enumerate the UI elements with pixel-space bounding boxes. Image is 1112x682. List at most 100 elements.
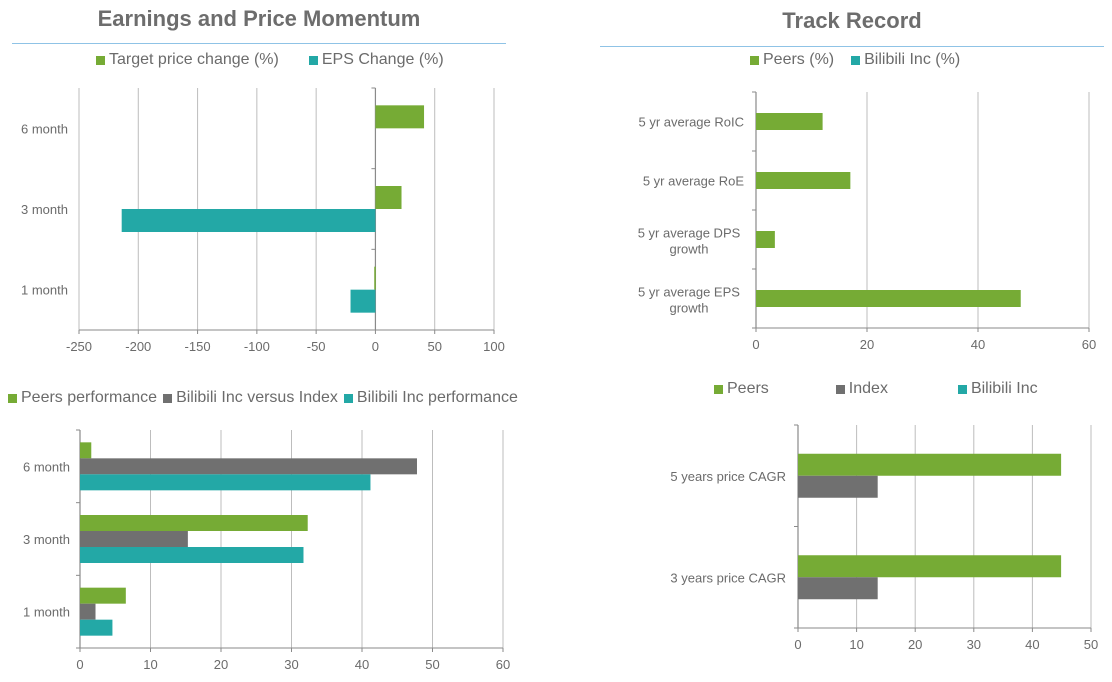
- x-tick-label: 10: [849, 637, 863, 652]
- bar-momentum-target-price-change: [375, 186, 402, 209]
- bar-performance-peers-performance: [80, 587, 126, 604]
- legend-label: Peers: [727, 380, 769, 397]
- category-label: growth: [669, 242, 708, 257]
- legend-swatch-teal: [957, 384, 967, 394]
- legend-item-target-price: Target price change (%): [96, 51, 279, 69]
- category-label: 5 years price CAGR: [670, 469, 786, 484]
- x-tick-label: 20: [860, 337, 874, 352]
- x-tick-label: 20: [214, 657, 228, 672]
- category-label: 3 years price CAGR: [670, 570, 786, 585]
- category-label: 3 month: [21, 202, 68, 217]
- legend-swatch-gray: [835, 384, 845, 394]
- x-tick-label: 0: [794, 637, 801, 652]
- category-label: 6 month: [21, 121, 68, 136]
- legend-label: Bilibili Inc versus Index: [176, 389, 338, 406]
- right-title-divider: [600, 46, 1104, 47]
- bar-cagr-index: [798, 577, 878, 600]
- x-tick-label: 40: [971, 337, 985, 352]
- legend-swatch-gray: [163, 393, 173, 403]
- legend-swatch-teal: [343, 393, 353, 403]
- bar-performance-bilibili-inc-performance: [80, 547, 304, 563]
- x-tick-label: 0: [76, 657, 83, 672]
- bar-track_record-peers: [756, 113, 823, 130]
- x-tick-label: 0: [372, 339, 379, 354]
- x-tick-label: -100: [244, 339, 270, 354]
- legend-item-bilibili: Bilibili Inc (%): [851, 51, 960, 69]
- x-tick-label: -50: [307, 339, 326, 354]
- legend-swatch-green: [8, 393, 17, 403]
- bar-cagr-peers: [798, 555, 1062, 578]
- legend-swatch-green: [750, 55, 759, 65]
- x-tick-label: -250: [66, 339, 92, 354]
- bar-performance-peers-performance: [80, 515, 308, 531]
- legend-swatch-teal: [851, 55, 861, 65]
- bar-performance-bilibili-inc-versus-index: [80, 531, 188, 547]
- x-tick-label: 30: [967, 637, 981, 652]
- x-tick-label: 20: [908, 637, 922, 652]
- legend-label: EPS Change (%): [321, 51, 444, 68]
- category-label: 1 month: [23, 605, 70, 620]
- legend-label: Index: [848, 380, 888, 397]
- x-tick-label: 100: [483, 339, 505, 354]
- legend-item-peers: Peers (%): [750, 51, 834, 69]
- x-tick-label: 60: [1082, 337, 1096, 352]
- legend-item-peers: Peers: [714, 380, 769, 398]
- category-label: 3 month: [23, 532, 70, 547]
- x-tick-label: 40: [1025, 637, 1039, 652]
- bar-track_record-peers: [756, 172, 851, 189]
- category-label: 5 yr average RoE: [643, 174, 744, 189]
- bar-performance-bilibili-inc-versus-index: [80, 458, 417, 475]
- legend-label: Bilibili Inc performance: [356, 389, 518, 406]
- left-section-title: Earnings and Price Momentum: [97, 6, 421, 31]
- legend-swatch-green: [96, 55, 105, 65]
- category-label: 5 yr average EPS: [638, 285, 740, 300]
- bar-cagr-peers: [798, 453, 1062, 476]
- cagr-legend: Peers Index Bilibili Inc: [714, 380, 1038, 398]
- category-label: 5 yr average DPS: [638, 226, 741, 241]
- legend-item-bilibili-performance: Bilibili Inc performance: [343, 389, 518, 407]
- category-label: 6 month: [23, 459, 70, 474]
- legend-item-bilibili: Bilibili Inc: [957, 380, 1038, 398]
- x-tick-label: 50: [427, 339, 441, 354]
- x-tick-label: 10: [143, 657, 157, 672]
- track-record-legend: Peers (%) Bilibili Inc (%): [750, 51, 960, 69]
- legend-swatch-green: [714, 384, 723, 394]
- bar-performance-bilibili-inc-versus-index: [80, 603, 96, 620]
- x-tick-label: 50: [1084, 637, 1098, 652]
- x-tick-label: 50: [425, 657, 439, 672]
- right-section-title: Track Record: [782, 8, 922, 33]
- left-title-divider: [12, 43, 506, 44]
- x-tick-label: -150: [185, 339, 211, 354]
- legend-item-eps-change: EPS Change (%): [308, 51, 444, 69]
- bar-track_record-peers: [756, 290, 1021, 307]
- category-label: 5 yr average RoIC: [639, 115, 745, 130]
- legend-label: Bilibili Inc (%): [864, 51, 961, 68]
- category-label: growth: [669, 301, 708, 316]
- momentum-legend: Target price change (%) EPS Change (%): [96, 51, 444, 69]
- bar-performance-peers-performance: [80, 442, 92, 459]
- bar-momentum-target-price-change: [375, 105, 425, 129]
- legend-label: Peers (%): [763, 51, 835, 68]
- bar-momentum-eps-change: [121, 209, 376, 232]
- legend-label: Bilibili Inc: [970, 380, 1038, 397]
- bar-momentum-target-price-change: [374, 266, 376, 290]
- legend-label: Peers performance: [21, 389, 158, 406]
- bar-momentum-eps-change: [350, 289, 376, 313]
- category-label: 1 month: [21, 283, 68, 298]
- bar-performance-bilibili-inc-performance: [80, 474, 371, 491]
- bar-performance-bilibili-inc-performance: [80, 619, 113, 636]
- performance-legend: Peers performance Bilibili Inc versus In…: [8, 389, 518, 407]
- legend-item-index: Index: [835, 380, 888, 398]
- x-tick-label: -200: [125, 339, 151, 354]
- x-tick-label: 30: [284, 657, 298, 672]
- legend-label: Target price change (%): [109, 51, 279, 68]
- x-tick-label: 0: [752, 337, 759, 352]
- bar-cagr-index: [798, 475, 878, 498]
- bar-track_record-peers: [756, 231, 775, 248]
- legend-item-peers-performance: Peers performance: [8, 389, 157, 407]
- x-tick-label: 40: [355, 657, 369, 672]
- x-tick-label: 60: [496, 657, 510, 672]
- legend-swatch-teal: [308, 55, 318, 65]
- legend-item-versus-index: Bilibili Inc versus Index: [163, 389, 338, 407]
